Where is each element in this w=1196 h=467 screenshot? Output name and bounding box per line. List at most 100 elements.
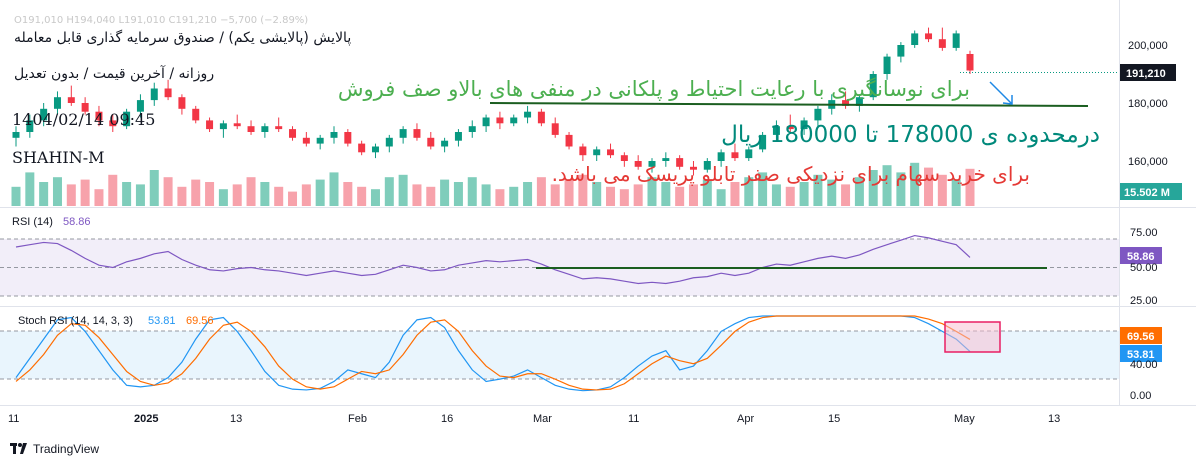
volume-bar [246,177,256,206]
volume-bar [744,177,754,206]
candle-body [441,140,449,147]
candle-body [869,74,877,98]
volume-bar [52,177,62,206]
volume-bar [509,186,519,206]
symbol-title[interactable]: پالایش (پالایشی یکم) / صندوق سرمایه گذار… [14,30,352,46]
volume-bar [882,165,892,206]
candle-body [855,97,863,106]
volume-bar [854,177,864,206]
annotation-line-2[interactable]: درمحدوده ی 178000 تا 180000 ریال [721,122,1100,148]
candle-body [219,123,227,130]
rsi-line [15,234,971,285]
time-label-feb: Feb [348,413,367,425]
volume-bar [218,189,228,206]
candle-body [537,111,545,124]
volume-bar [827,179,837,206]
candle-body [689,166,697,170]
last-price-label: 191,210 [1126,68,1166,80]
candle-body [164,88,172,98]
candle-body [579,146,587,156]
volume-bar [370,189,380,206]
volume-bar [481,184,491,206]
tradingview-brand: TradingView [33,442,100,456]
rsi-tick-50: 50.00 [1130,262,1158,274]
candle-body [883,56,891,74]
stoch-k-badge [1120,345,1162,362]
time-label-13b: 13 [1048,413,1060,425]
candle-body [454,132,462,141]
candle-body [482,117,490,127]
volume-bar [426,186,436,206]
rsi-series[interactable] [15,234,971,285]
volume-bar [177,186,187,206]
volume-bar [108,174,118,206]
annotation-line-1[interactable]: برای نوسانگیری با رعایت احتیاط و پلکانی … [338,77,970,101]
volume-bar [288,191,298,206]
volume-bar [453,182,463,206]
stoch-highlight-box[interactable] [944,321,1001,353]
volume-bar [592,182,602,206]
volume-label: 15.502 M [1124,187,1170,199]
stoch-title[interactable]: Stoch RSI (14, 14, 3, 3) [18,315,133,327]
candle-body [26,120,34,132]
time-label-15: 15 [828,413,840,425]
candle-body [703,161,711,170]
volume-bar [688,184,698,206]
time-label-13: 13 [230,413,242,425]
support-trendline[interactable] [489,102,1089,107]
candlestick-series[interactable] [12,27,974,176]
candle-body [620,155,628,161]
volume-bar [205,182,215,206]
stoch-rsi-series[interactable] [15,315,971,392]
candle-body [897,45,905,57]
volume-bar [647,177,657,206]
candle-body [952,33,960,48]
volume-bar [633,184,643,206]
rsi-value-axis: 58.86 [1127,251,1155,263]
volume-bar [910,162,920,206]
interval-info: روزانه / آخرین قیمت / بدون تعدیل [14,66,215,82]
volume-bar [163,177,173,206]
volume-bar [25,172,35,206]
volume-bar [868,170,878,206]
candle-body [966,53,974,71]
volume-bar [758,172,768,206]
candle-body [925,33,933,40]
rsi-title[interactable]: RSI (14) [12,216,53,228]
candle-body [150,88,158,101]
volume-bar [232,184,242,206]
candle-body [496,117,504,124]
stoch-legend-d: 69.56 [186,315,214,327]
candle-body [316,137,324,144]
volume-bar [951,179,961,206]
candle-body [551,123,559,135]
last-price-badge [1120,64,1176,81]
time-label-may: May [954,413,975,425]
candle-body [399,129,407,138]
candle-body [192,108,200,121]
time-label-11: 11 [8,413,19,425]
target-arrow[interactable] [989,81,1013,105]
stoch-d-line [15,315,971,391]
volume-bar [80,179,90,206]
candle-body [510,117,518,124]
volume-bar [841,184,851,206]
tradingview-logo[interactable]: TradingView [10,442,99,456]
volume-bar [536,177,546,206]
candle-body [745,149,753,159]
candle-body [206,120,214,130]
candle-body [731,152,739,159]
annotation-line-3[interactable]: برای خرید سهام برای نزدیکی صفر تابلو پری… [552,162,1030,187]
candle-body [123,111,131,127]
volume-bar [315,179,325,206]
candle-body [53,97,61,109]
candle-body [607,149,615,156]
candle-body [385,137,393,147]
volume-bar [122,182,132,206]
price-tick-180000: 180,000 [1128,98,1168,110]
volume-bar [412,184,422,206]
volume-bar [357,186,367,206]
time-label-2025: 2025 [134,413,158,425]
volume-bar [606,186,616,206]
